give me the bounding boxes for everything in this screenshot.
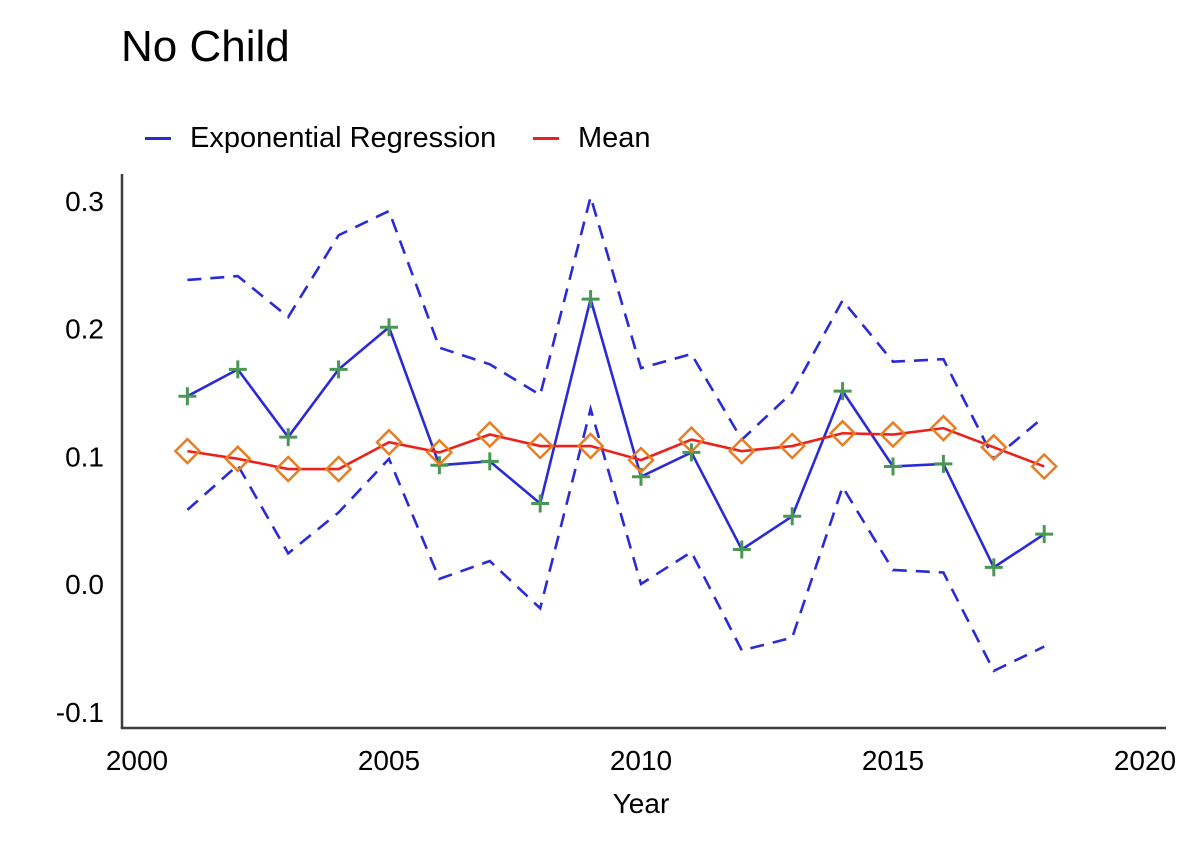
plus-marker-icon bbox=[984, 558, 1003, 577]
y-tick-label: 0.3 bbox=[65, 186, 104, 217]
plus-marker-icon bbox=[934, 454, 953, 473]
y-tick-label: 0.1 bbox=[65, 441, 104, 472]
diamond-marker-icon bbox=[224, 445, 252, 473]
chart-title: No Child bbox=[121, 22, 290, 71]
diamond-marker-icon bbox=[274, 455, 302, 483]
plus-marker-icon bbox=[279, 428, 298, 447]
diamond-marker-icon bbox=[879, 420, 907, 449]
series-markers-plus bbox=[178, 290, 1054, 577]
series-line-exponential-regression bbox=[186, 294, 1045, 570]
plus-marker-icon bbox=[329, 360, 348, 379]
diamond-marker-icon bbox=[425, 438, 454, 467]
diamond-marker-icon bbox=[627, 446, 655, 474]
diamond-marker-icon bbox=[980, 433, 1008, 462]
x-tick-label: 2000 bbox=[106, 745, 168, 776]
legend-label: Mean bbox=[578, 122, 651, 154]
plus-marker-icon bbox=[833, 382, 852, 401]
x-tick-label: 2005 bbox=[358, 745, 420, 776]
diamond-marker-icon bbox=[828, 419, 857, 448]
diamond-marker-icon bbox=[677, 425, 706, 454]
plus-marker-icon bbox=[884, 457, 902, 476]
x-tick-labels: 2000 2005 2010 2015 2020 bbox=[106, 745, 1176, 776]
legend-item-mean: Mean bbox=[533, 122, 651, 154]
x-tick-label: 2010 bbox=[610, 745, 672, 776]
y-tick-label: 0.0 bbox=[65, 569, 104, 600]
plus-marker-icon bbox=[480, 452, 499, 471]
plus-marker-icon bbox=[228, 360, 247, 379]
plus-marker-icon bbox=[732, 540, 751, 559]
legend-line-blue-icon bbox=[145, 136, 171, 140]
series-line-upper-dashed-band bbox=[187, 192, 1046, 461]
diamond-marker-icon bbox=[778, 432, 806, 460]
series-line-mean bbox=[187, 426, 1045, 471]
diamond-marker-icon bbox=[1030, 452, 1058, 481]
y-tick-label: 0.2 bbox=[65, 314, 104, 345]
series-markers-diamond bbox=[173, 414, 1058, 483]
diamond-marker-icon bbox=[173, 437, 202, 465]
y-tick-label: -0.1 bbox=[56, 697, 104, 728]
y-tick-labels: 0.3 0.2 0.1 0.0 -0.1 bbox=[56, 186, 104, 728]
legend-line-red-icon bbox=[533, 136, 559, 140]
plus-marker-icon bbox=[1035, 525, 1054, 544]
x-tick-label: 2020 bbox=[1114, 745, 1176, 776]
diamond-marker-icon bbox=[526, 432, 554, 460]
diamond-marker-icon bbox=[476, 420, 504, 449]
legend-label: Exponential Regression bbox=[190, 122, 497, 154]
diamond-marker-icon bbox=[324, 455, 353, 483]
diamond-marker-icon bbox=[929, 414, 958, 442]
series-line-lower-dashed-band bbox=[186, 404, 1045, 673]
x-axis-title: Year bbox=[613, 788, 670, 819]
diamond-marker-icon bbox=[375, 428, 403, 456]
plus-marker-icon bbox=[178, 387, 197, 406]
plus-marker-icon bbox=[531, 494, 550, 513]
diamond-marker-icon bbox=[576, 432, 605, 460]
diamond-marker-icon bbox=[728, 437, 756, 465]
legend-item-exponential-regression: Exponential Regression bbox=[145, 122, 496, 154]
plus-marker-icon bbox=[783, 507, 802, 526]
plus-marker-icon bbox=[581, 290, 600, 309]
plus-marker-icon bbox=[380, 318, 398, 337]
x-tick-label: 2015 bbox=[862, 745, 924, 776]
legend: Exponential Regression Mean bbox=[0, 122, 1193, 156]
